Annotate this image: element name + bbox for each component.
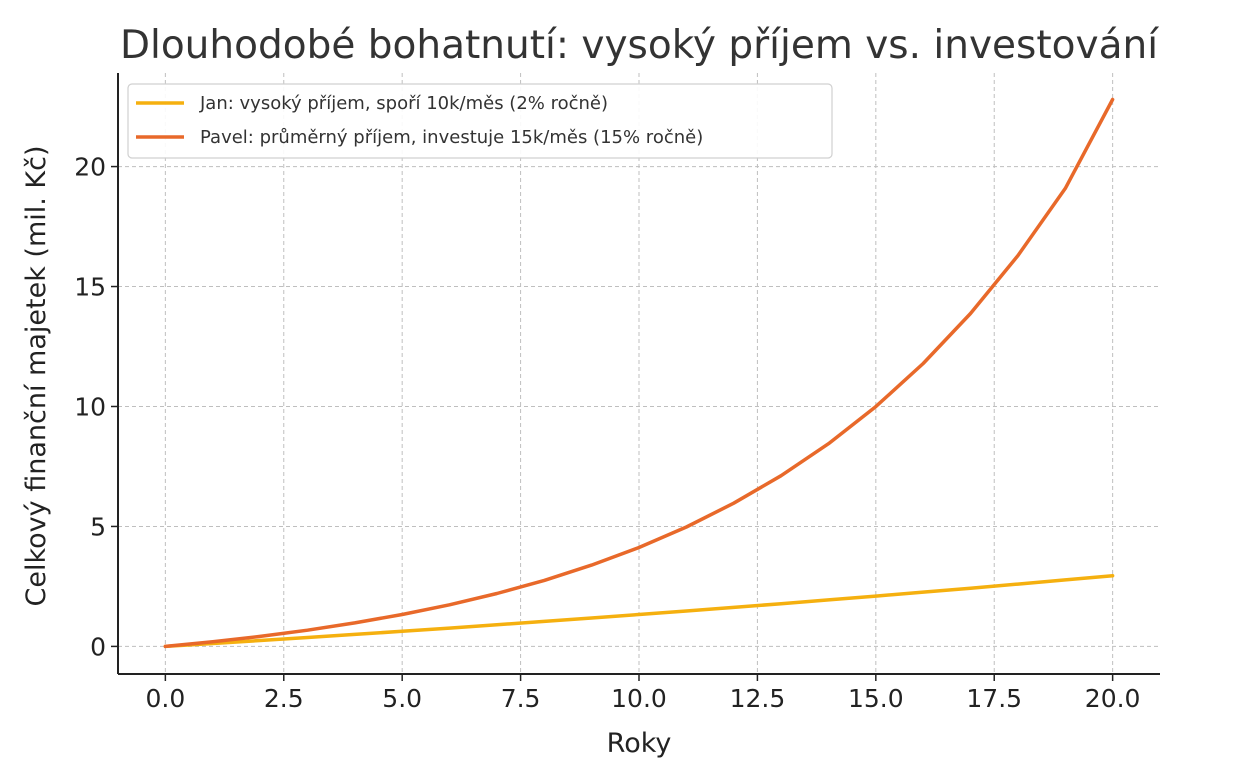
x-tick-label: 12.5 [730,684,786,713]
x-tick-label: 2.5 [264,684,304,713]
x-tick-label: 15.0 [848,684,904,713]
series-line-2 [163,97,1115,649]
legend-label-1: Jan: vysoký příjem, spoří 10k/měs (2% ro… [199,93,608,114]
y-tick-label: 15 [74,273,106,302]
x-tick-label: 5.0 [382,684,422,713]
x-axis-label: Roky [607,728,672,759]
x-tick-label: 0.0 [145,684,185,713]
y-tick-label: 20 [74,153,106,182]
grid [118,73,1160,674]
x-tick-label: 20.0 [1085,684,1141,713]
y-tick-label: 10 [74,392,106,421]
legend: Jan: vysoký příjem, spoří 10k/měs (2% ro… [127,83,833,159]
x-ticks: 0.0 2.5 5.0 7.5 10.0 12.5 15.0 17.5 20.0 [145,674,1140,713]
x-tick-label: 17.5 [966,684,1022,713]
legend-label-2: Pavel: průměrný příjem, investuje 15k/mě… [200,127,703,148]
legend-box [127,83,833,159]
y-ticks: 0 5 10 15 20 [74,153,118,661]
x-tick-label: 10.0 [611,684,667,713]
chart-title: Dlouhodobé bohatnutí: vysoký příjem vs. … [120,23,1159,68]
series-line-1 [163,573,1115,649]
y-tick-label: 0 [90,632,106,661]
x-tick-label: 7.5 [501,684,541,713]
y-axis-label: Celkový finanční majetek (mil. Kč) [21,146,52,607]
series-lines [163,97,1115,649]
y-tick-label: 5 [90,512,106,541]
